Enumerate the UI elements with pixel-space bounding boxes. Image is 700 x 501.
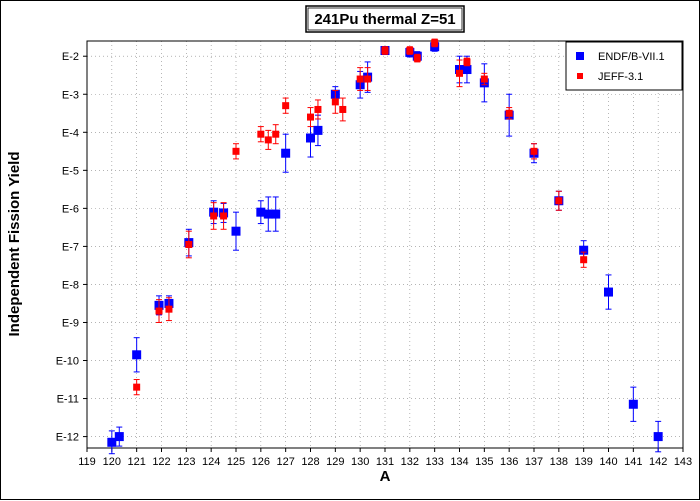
x-tick-label: 131 [376, 456, 394, 468]
x-tick-label: 138 [550, 456, 568, 468]
data-point [231, 226, 241, 236]
data-point [580, 256, 588, 264]
data-point [281, 148, 291, 158]
data-point [264, 136, 272, 144]
legend-label-endf: ENDF/B-VII.1 [598, 51, 665, 63]
x-tick-label: 139 [574, 456, 592, 468]
data-point [604, 287, 613, 297]
y-tick-label: E-8 [62, 279, 79, 291]
y-tick-label: E-7 [62, 241, 79, 253]
x-tick-label: 137 [525, 456, 543, 468]
data-point [331, 98, 339, 106]
x-axis-title: A [380, 468, 391, 485]
y-tick-label: E-2 [62, 51, 79, 63]
data-point [132, 350, 142, 360]
chart-title-box: 241Pu thermal Z=51 [305, 5, 465, 33]
x-tick-label: 133 [425, 456, 443, 468]
data-point [232, 147, 240, 155]
y-tick-label: E-11 [57, 394, 79, 406]
x-tick-label: 143 [674, 456, 692, 468]
y-tick-label: E-4 [62, 127, 79, 139]
data-point [314, 105, 322, 113]
data-point [165, 305, 173, 313]
legend-marker-endf [576, 52, 584, 60]
data-point [505, 109, 513, 117]
x-tick-label: 140 [599, 456, 617, 468]
data-point [480, 75, 488, 83]
data-point [406, 47, 414, 55]
data-point [263, 209, 273, 219]
x-tick-label: 119 [78, 456, 96, 468]
x-tick-label: 121 [127, 456, 145, 468]
data-point [313, 125, 323, 135]
data-point [579, 245, 589, 255]
data-point [107, 437, 117, 447]
data-point [257, 130, 265, 138]
data-point [530, 147, 538, 155]
data-point [653, 432, 663, 442]
x-tick-label: 125 [227, 456, 245, 468]
data-point [114, 432, 124, 442]
x-tick-label: 127 [276, 456, 294, 468]
x-tick-label: 124 [202, 456, 220, 468]
chart-title: 241Pu thermal Z=51 [314, 11, 455, 28]
x-tick-label: 132 [401, 456, 419, 468]
data-point [555, 197, 563, 205]
data-point [462, 65, 472, 75]
y-tick-label: E-12 [56, 432, 79, 444]
data-point [210, 212, 218, 220]
data-point [185, 241, 193, 248]
data-point [456, 69, 463, 77]
data-point [271, 209, 281, 219]
x-tick-label: 142 [649, 456, 667, 468]
data-point [256, 207, 266, 217]
data-point [628, 399, 638, 409]
x-tick-label: 141 [624, 456, 642, 468]
data-point [381, 47, 389, 55]
x-tick-label: 126 [252, 456, 270, 468]
x-tick-label: 130 [351, 456, 369, 468]
data-point [306, 133, 315, 143]
data-point [133, 383, 141, 391]
legend-label-jeff: JEFF-3.1 [598, 71, 643, 83]
legend-marker-jeff [577, 73, 583, 79]
y-axis-title: Independent Fission Yield [6, 151, 23, 336]
x-tick-label: 122 [152, 456, 170, 468]
y-tick-label: E-6 [62, 203, 79, 215]
y-tick-label: E-9 [62, 317, 79, 329]
y-tick-label: E-5 [62, 165, 79, 177]
y-tick-label: E-10 [56, 356, 79, 368]
data-point [307, 113, 314, 121]
data-point [155, 307, 163, 315]
x-tick-label: 134 [450, 456, 468, 468]
axis-ticks: 119 120 121 122 123 124 125 126 127 128 129 130 131 1… [56, 51, 692, 468]
data-point [431, 39, 439, 47]
x-tick-label: 120 [103, 456, 121, 468]
data-point [364, 75, 372, 83]
data-point [220, 212, 228, 220]
data-point [272, 130, 280, 138]
series-jeff [133, 38, 588, 396]
y-tick-label: E-3 [62, 89, 79, 101]
data-point [339, 105, 347, 113]
data-point [282, 102, 290, 110]
grid [87, 41, 683, 448]
x-tick-label: 129 [326, 456, 344, 468]
legend: ENDF/B-VII.1 JEFF-3.1 [565, 41, 683, 91]
x-tick-label: 135 [475, 456, 493, 468]
data-point [356, 75, 364, 83]
data-point [463, 58, 471, 66]
plot-area-border [86, 40, 684, 449]
data-series [107, 38, 663, 455]
data-point [413, 54, 421, 62]
x-tick-label: 136 [500, 456, 518, 468]
x-tick-label: 128 [301, 456, 319, 468]
x-tick-label: 123 [177, 456, 195, 468]
